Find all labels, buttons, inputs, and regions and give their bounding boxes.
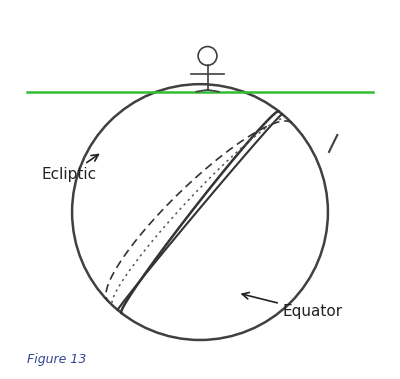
- Text: Equator: Equator: [242, 293, 343, 319]
- Text: Ecliptic: Ecliptic: [42, 155, 98, 182]
- Text: Figure 13: Figure 13: [27, 353, 86, 366]
